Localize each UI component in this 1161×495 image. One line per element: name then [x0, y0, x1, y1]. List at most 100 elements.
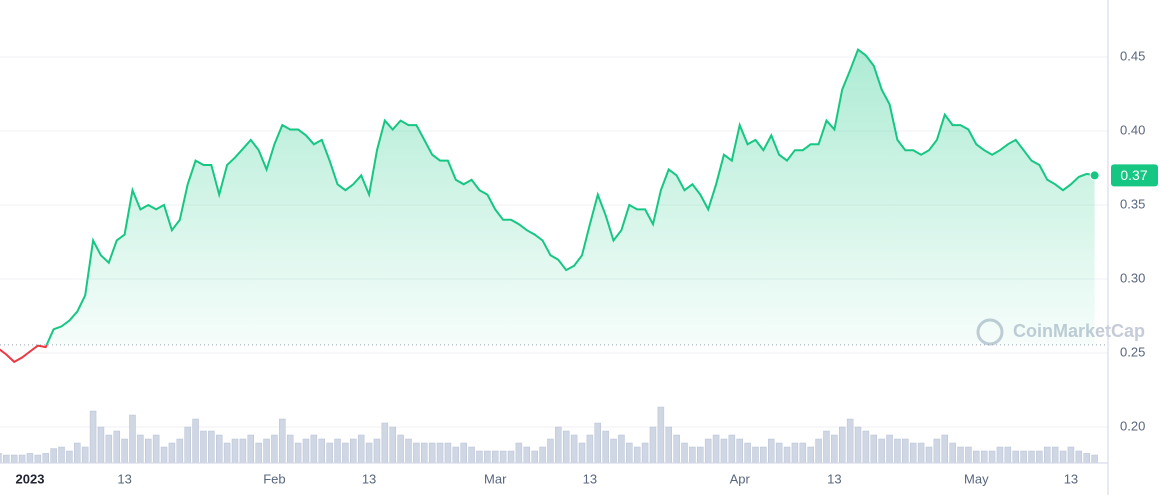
- volume-bar: [988, 450, 996, 464]
- volume-bar: [342, 442, 349, 464]
- volume-bar: [744, 442, 751, 464]
- volume-bar: [215, 434, 223, 464]
- volume-bar: [610, 438, 617, 464]
- volume-bar: [58, 446, 65, 464]
- y-tick-label: 0.20: [1120, 418, 1145, 433]
- x-tick-label: 13: [117, 471, 131, 486]
- volume-bar: [491, 450, 499, 464]
- volume-bar: [468, 446, 475, 464]
- x-tick-label: Apr: [730, 471, 751, 486]
- volume-bar: [413, 442, 420, 464]
- volume-bar: [633, 446, 641, 464]
- volume-bar: [933, 438, 941, 464]
- volume-bar: [649, 426, 657, 464]
- volume-bar: [570, 434, 578, 464]
- x-tick-label: Feb: [263, 471, 285, 486]
- volume-bar: [1059, 450, 1067, 464]
- volume-bar: [831, 434, 838, 464]
- volume-bar: [736, 438, 743, 464]
- y-tick-label: 0.45: [1120, 48, 1145, 63]
- volume-bar: [452, 446, 460, 464]
- volume-bar: [208, 430, 215, 464]
- volume-bar: [673, 434, 680, 464]
- volume-bar: [870, 434, 878, 464]
- volume-bar: [476, 450, 483, 464]
- volume-bar: [3, 454, 10, 464]
- volume-bar: [878, 438, 885, 464]
- volume-bar: [373, 438, 381, 464]
- volume-bar: [365, 442, 373, 464]
- volume-bar: [823, 430, 830, 464]
- volume-bar: [894, 438, 901, 464]
- volume-bar: [460, 442, 467, 464]
- volume-bar: [1012, 450, 1019, 464]
- volume-bar: [886, 434, 893, 464]
- x-tick-label: Mar: [484, 471, 507, 486]
- volume-bar: [1075, 450, 1083, 464]
- volume-bar: [286, 434, 294, 464]
- volume-bar: [838, 426, 846, 464]
- volume-bar: [50, 448, 57, 464]
- volume-bar: [1091, 454, 1098, 464]
- volume-bar: [807, 446, 814, 464]
- volume-bar: [397, 434, 404, 464]
- volume-bar: [176, 438, 184, 464]
- volume-bar: [594, 422, 602, 464]
- volume-bar: [909, 442, 917, 464]
- volume-bar: [239, 438, 247, 464]
- volume-bar: [105, 434, 113, 464]
- volume-bar: [145, 438, 152, 464]
- price-tag: [1111, 164, 1158, 187]
- x-tick-label: 13: [1064, 471, 1078, 486]
- volume-bar: [941, 434, 949, 464]
- x-tick-label: 2023: [16, 471, 45, 486]
- volume-bar: [97, 426, 105, 464]
- volume-bar: [586, 434, 594, 464]
- volume-bar: [917, 442, 925, 464]
- volume-bar: [539, 446, 546, 464]
- volume-bar: [973, 450, 980, 464]
- volume-bar: [318, 438, 326, 464]
- volume-bar: [846, 418, 854, 464]
- volume-bar: [129, 414, 136, 464]
- volume-bar: [200, 430, 207, 464]
- volume-bar: [965, 446, 972, 464]
- volume-bar: [996, 446, 1004, 464]
- volume-bar: [902, 438, 909, 464]
- volume-bar: [405, 438, 412, 464]
- volume-bar: [10, 454, 18, 464]
- volume-bar: [255, 442, 262, 464]
- volume-bar: [1036, 450, 1043, 464]
- y-tick-label: 0.30: [1120, 270, 1145, 285]
- volume-bar: [421, 442, 428, 464]
- volume-bar: [562, 430, 570, 464]
- volume-bar: [578, 442, 586, 464]
- volume-bar: [247, 434, 255, 464]
- volume-bar: [681, 442, 688, 464]
- volume-bar: [775, 442, 783, 464]
- volume-bar: [499, 450, 507, 464]
- last-point: [1089, 170, 1100, 181]
- volume-bar: [168, 442, 176, 464]
- volume-bar: [704, 438, 712, 464]
- volume-bar: [484, 450, 491, 464]
- volume-bar: [0, 453, 2, 464]
- volume-bar: [444, 442, 452, 464]
- volume-bar: [1051, 446, 1059, 464]
- y-tick-label: 0.40: [1120, 122, 1145, 137]
- volume-bar: [389, 426, 396, 464]
- volume-bar: [326, 442, 333, 464]
- volume-bar: [334, 438, 341, 464]
- volume-bar: [712, 434, 720, 464]
- y-tick-label: 0.35: [1120, 196, 1145, 211]
- price-line-up: [37, 48, 1095, 345]
- volume-bar: [184, 426, 191, 464]
- volume-bar: [665, 426, 672, 464]
- volume-bar: [42, 453, 49, 464]
- volume-bar: [752, 446, 759, 464]
- volume-bar: [949, 442, 956, 464]
- price-label: 0.37: [1120, 167, 1147, 183]
- volume-bar: [689, 446, 696, 464]
- volume-bar: [1083, 453, 1090, 464]
- volume-bar: [862, 430, 870, 464]
